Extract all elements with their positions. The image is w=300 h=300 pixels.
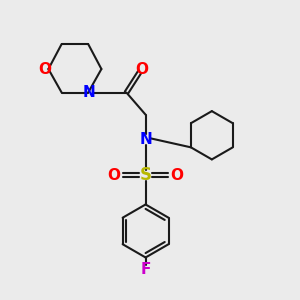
Text: N: N <box>82 85 95 100</box>
Text: F: F <box>140 262 151 277</box>
Text: O: O <box>136 61 148 76</box>
Text: S: S <box>140 166 152 184</box>
Text: O: O <box>38 61 51 76</box>
Text: O: O <box>171 167 184 182</box>
Text: O: O <box>108 167 121 182</box>
Text: N: N <box>139 132 152 147</box>
